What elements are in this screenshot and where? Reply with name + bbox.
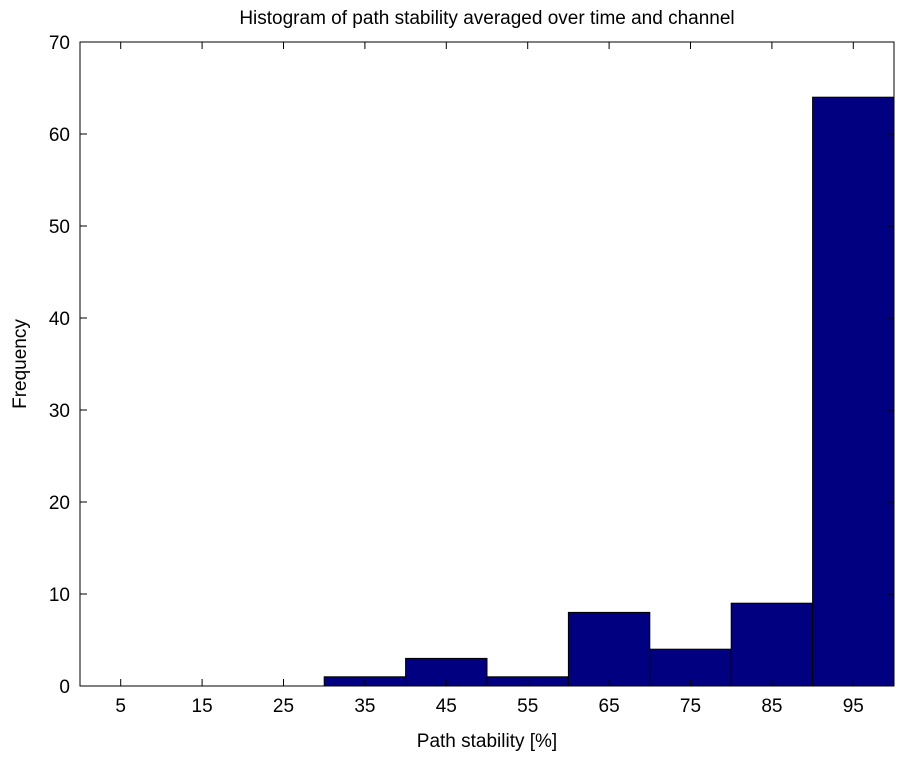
x-tick-label-85: 85 <box>761 696 782 717</box>
y-tick-label-30: 30 <box>49 401 70 422</box>
y-tick-label-10: 10 <box>49 585 70 606</box>
y-tick-label-70: 70 <box>49 33 70 54</box>
x-axis-label: Path stability [%] <box>417 731 557 752</box>
x-tick-label-25: 25 <box>273 696 294 717</box>
x-tick-label-65: 65 <box>599 696 620 717</box>
x-tick-label-75: 75 <box>680 696 701 717</box>
x-tick-label-35: 35 <box>354 696 375 717</box>
ticks-group: 5 15 25 35 45 55 65 75 85 95 0 10 20 30 40 50 60 70 <box>49 33 894 717</box>
x-tick-label-15: 15 <box>192 696 213 717</box>
chart-title: Histogram of path stability averaged ove… <box>239 8 734 29</box>
y-tick-label-60: 60 <box>49 125 70 146</box>
y-axis-label: Frequency <box>10 319 31 409</box>
histogram-bar-95 <box>812 96 895 687</box>
y-tick-label-50: 50 <box>49 217 70 238</box>
histogram-bar-65 <box>567 611 651 687</box>
histogram-bar-45 <box>405 657 488 687</box>
y-tick-label-0: 0 <box>59 677 70 698</box>
bars-group <box>323 96 895 687</box>
x-tick-label-45: 45 <box>436 696 457 717</box>
x-tick-label-55: 55 <box>517 696 538 717</box>
x-tick-label-95: 95 <box>843 696 864 717</box>
y-tick-label-20: 20 <box>49 493 70 514</box>
x-tick-label-5: 5 <box>115 696 126 717</box>
plot-frame <box>79 41 895 687</box>
histogram-bar-85 <box>730 602 814 687</box>
y-tick-label-40: 40 <box>49 309 70 330</box>
